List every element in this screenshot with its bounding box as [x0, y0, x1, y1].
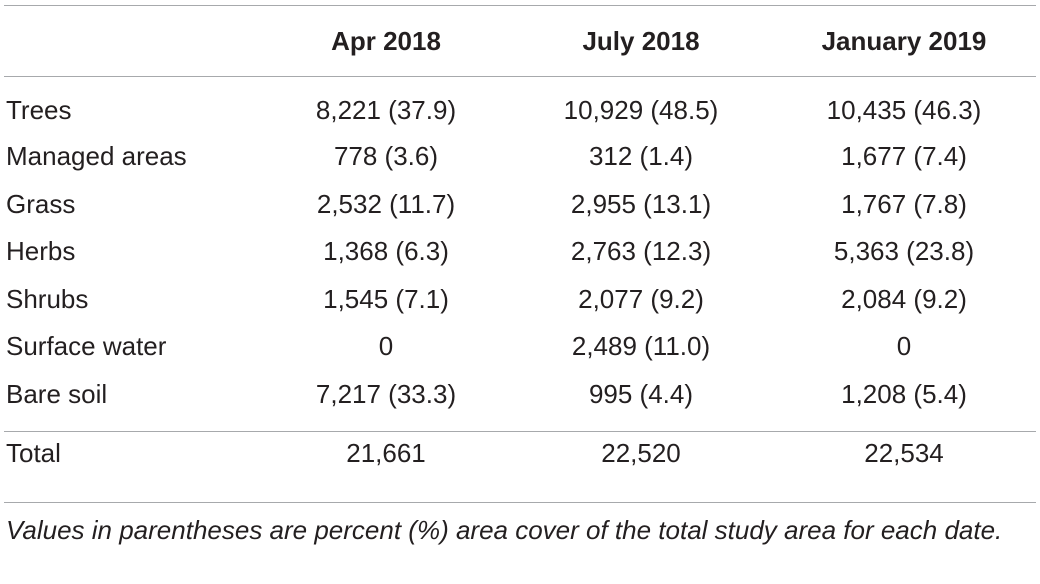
- header-stub: [4, 6, 262, 76]
- total-rule: [4, 431, 1036, 432]
- header-row: Apr 2018 July 2018 January 2019: [4, 6, 1036, 76]
- cell: 10,929 (48.5): [563, 95, 719, 125]
- row-label: Herbs: [6, 236, 76, 267]
- header-july-2018: July 2018: [582, 25, 700, 56]
- row-label: Surface water: [6, 331, 167, 362]
- top-rule: [4, 5, 1036, 6]
- table-row: Shrubs 1,545 (7.1) 2,077 (9.2) 2,084 (9.…: [4, 276, 1036, 324]
- table-row: Trees 8,221 (37.9) 10,929 (48.5) 10,435 …: [4, 76, 1036, 133]
- header-rule: [4, 76, 1036, 77]
- cell: 0: [378, 331, 394, 362]
- cell: 2,532 (11.7): [316, 188, 456, 219]
- cell: 778 (3.6): [333, 141, 439, 172]
- total-row: Total 21,661 22,520 22,534: [4, 418, 1036, 488]
- cell: 1,545 (7.1): [323, 283, 449, 314]
- bottom-rule: [4, 502, 1036, 503]
- table-row: Managed areas 778 (3.6) 312 (1.4) 1,677 …: [4, 133, 1036, 181]
- total-cell: 21,661: [346, 437, 426, 468]
- cell: 2,955 (13.1): [570, 188, 712, 219]
- header-january-2019: January 2019: [821, 25, 987, 56]
- cell: 1,208 (5.4): [841, 378, 967, 409]
- cell: 10,435 (46.3): [826, 95, 982, 125]
- total-cell: 22,520: [601, 437, 681, 468]
- row-label: Bare soil: [6, 378, 108, 409]
- total-label: Total: [6, 437, 61, 468]
- row-label: Managed areas: [6, 141, 187, 172]
- cell: 2,084 (9.2): [841, 283, 967, 314]
- cell: 995 (4.4): [588, 378, 694, 409]
- cell: 5,363 (23.8): [833, 236, 975, 267]
- cell: 2,763 (12.3): [570, 236, 712, 267]
- table-row: Bare soil 7,217 (33.3) 995 (4.4) 1,208 (…: [4, 371, 1036, 419]
- cell: 8,221 (37.9): [315, 95, 457, 125]
- cell: 2,077 (9.2): [578, 283, 704, 314]
- row-label: Grass: [6, 188, 76, 219]
- cell: 1,677 (7.4): [841, 141, 967, 172]
- table-footnote: Values in parentheses are percent (%) ar…: [6, 515, 1003, 545]
- table-row: Surface water 0 2,489 (11.0) 0: [4, 323, 1036, 371]
- table-row: Grass 2,532 (11.7) 2,955 (13.1) 1,767 (7…: [4, 181, 1036, 229]
- cell: 7,217 (33.3): [315, 378, 457, 409]
- row-label: Trees: [6, 95, 72, 125]
- header-apr-2018: Apr 2018: [331, 25, 441, 56]
- cell: 0: [896, 331, 912, 362]
- row-label: Shrubs: [6, 283, 89, 314]
- cell: 2,489 (11.0): [571, 331, 711, 362]
- data-table: Apr 2018 July 2018 January 2019 Trees 8,…: [4, 6, 1036, 488]
- cell: 1,767 (7.8): [841, 188, 967, 219]
- total-cell: 22,534: [864, 437, 944, 468]
- table-row: Herbs 1,368 (6.3) 2,763 (12.3) 5,363 (23…: [4, 228, 1036, 276]
- cell: 312 (1.4): [588, 141, 694, 172]
- cell: 1,368 (6.3): [323, 236, 449, 267]
